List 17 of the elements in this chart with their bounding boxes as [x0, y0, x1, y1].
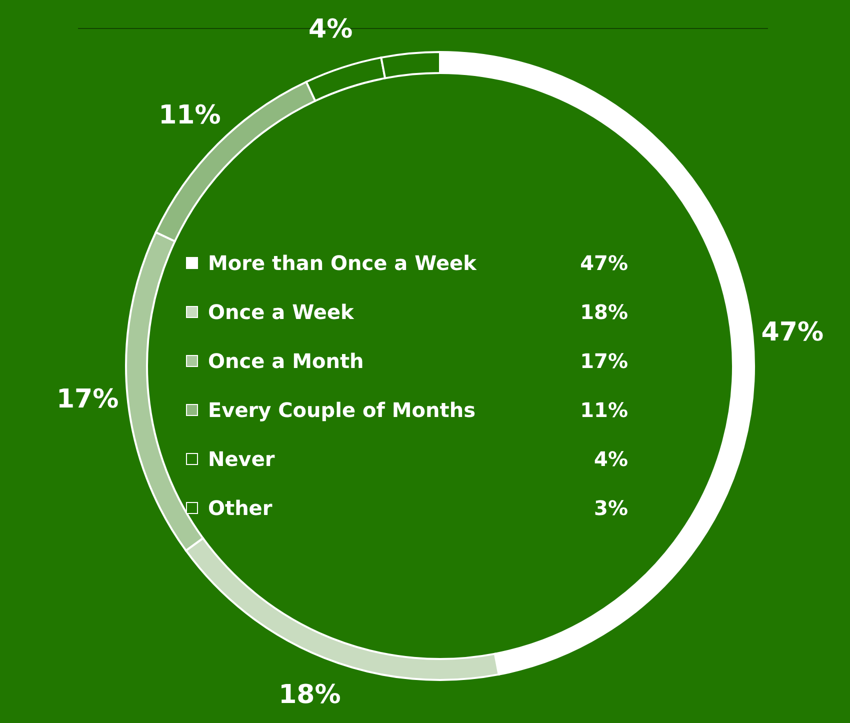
data-label: 18% — [278, 680, 341, 710]
data-label: 17% — [56, 384, 119, 414]
text: 11% — [580, 398, 628, 422]
legend-label: Other — [208, 496, 272, 520]
legend-label: Once a Month — [208, 348, 364, 372]
data-label: 47% — [761, 318, 824, 348]
legend-label: Never — [208, 446, 275, 470]
text: 4% — [594, 446, 628, 470]
text: 47% — [580, 250, 628, 274]
text: 18% — [580, 300, 628, 324]
legend-label: Once a Week — [208, 300, 354, 324]
legend-label: More than Once a Week — [208, 250, 476, 274]
data-label: 3% — [594, 496, 628, 520]
data-label: 11% — [158, 100, 221, 131]
data-label: 4% — [308, 14, 353, 44]
text: 17% — [580, 348, 628, 372]
legend-label: Every Couple of Months — [208, 398, 476, 422]
